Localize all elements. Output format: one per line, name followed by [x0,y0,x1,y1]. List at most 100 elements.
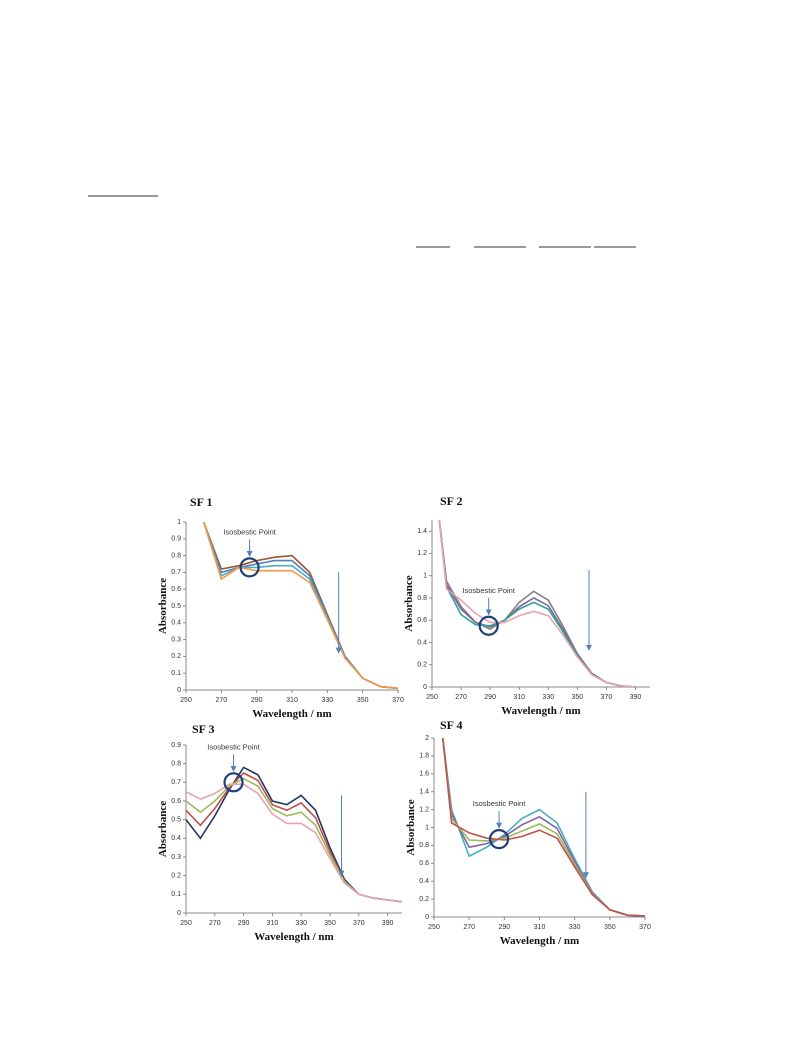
x-tick-label: 270 [215,697,227,704]
y-tick-label: 0.9 [171,742,181,749]
y-tick-label: 0.9 [171,536,181,543]
y-tick-label: 0 [423,684,427,691]
x-tick-label: 350 [324,920,336,927]
y-tick-label: 0.2 [171,653,181,660]
x-axis-label: Wavelength / nm [252,708,331,720]
x-tick-label: 390 [630,694,642,701]
x-tick-label: 350 [571,694,583,701]
chart-panel: 0 0.1 0.2 0.3 0.4 0.5 0.6 0.7 0.8 0.9 250 270 290 310… [157,722,402,943]
y-tick-label: 1 [177,519,181,526]
y-tick-label: 1.2 [417,550,427,557]
x-tick-label: 370 [392,697,404,704]
spectrum-line [442,738,645,917]
isosbestic-circle [223,772,244,793]
x-tick-label: 310 [513,694,525,701]
y-tick-label: 0.4 [171,620,181,627]
x-tick-label: 330 [569,924,581,931]
chart-title: SF 4 [440,718,463,732]
x-tick-label: 310 [534,924,546,931]
x-tick-label: 290 [238,920,250,927]
x-tick-label: 330 [542,694,554,701]
y-tick-label: 1.2 [419,806,429,813]
spectrum-line [442,738,645,917]
x-tick-label: 310 [267,920,279,927]
y-tick-label: 0 [425,914,429,921]
spectrum-line [202,522,398,690]
x-tick-label: 350 [357,697,369,704]
y-tick-label: 0 [177,910,181,917]
y-tick-label: 0.4 [417,639,427,646]
y-tick-label: 1 [425,824,429,831]
y-tick-label: 0.1 [171,670,181,677]
y-axis-label: Absorbance [157,801,169,857]
y-tick-label: 1.4 [417,528,427,535]
x-tick-label: 370 [601,694,613,701]
spectrum-line [186,783,402,903]
y-tick-label: 1.4 [419,789,429,796]
spectrum-line [438,520,636,687]
y-tick-label: 1 [423,573,427,580]
x-tick-label: 390 [382,920,394,927]
x-axis-label: Wavelength / nm [500,935,579,947]
x-tick-label: 290 [498,924,510,931]
x-tick-label: 350 [604,924,616,931]
y-tick-label: 2 [425,735,429,742]
x-tick-label: 330 [295,920,307,927]
y-tick-label: 0.5 [171,817,181,824]
y-tick-label: 0.8 [171,761,181,768]
chart-title: SF 2 [440,494,463,508]
spectrum-line [202,522,398,690]
y-tick-label: 0.7 [171,569,181,576]
x-tick-label: 310 [286,697,298,704]
y-tick-label: 0.4 [419,878,429,885]
annotation: Isosbestic Point [223,527,276,536]
x-tick-label: 370 [353,920,365,927]
y-tick-label: 0.8 [171,552,181,559]
y-tick-label: 0.3 [171,636,181,643]
isosbestic-circle [488,829,510,850]
x-tick-label: 250 [428,924,440,931]
x-axis-label: Wavelength / nm [501,705,580,717]
y-axis-label: Absorbance [405,799,417,855]
chart-panel: 0 0.1 0.2 0.3 0.4 0.5 0.6 0.7 0.8 0.9 1 250 270 290 31… [157,495,404,720]
x-tick-label: 370 [639,924,651,931]
spectrum-line [202,522,398,690]
spectrum-line [186,766,402,903]
y-axis-label: Absorbance [157,578,169,634]
rules [88,195,636,248]
spectrum-line [438,520,636,687]
isosbestic-circle [478,615,499,636]
x-tick-label: 290 [484,694,496,701]
spectrum-line [186,772,402,903]
y-tick-label: 0.3 [171,854,181,861]
chart-title: SF 3 [192,722,215,736]
x-tick-label: 250 [180,920,192,927]
x-axis-label: Wavelength / nm [254,931,333,943]
spectrum-line [202,522,398,690]
y-tick-label: 0.6 [419,860,429,867]
y-tick-label: 0.2 [419,896,429,903]
y-tick-label: 0 [177,687,181,694]
chart-title: SF 1 [190,495,213,509]
annotation: Isosbestic Point [473,799,526,808]
isosbestic-circle [239,557,260,578]
annotation: Isosbestic Point [207,742,260,751]
annotation: Isosbestic Point [462,586,515,595]
x-tick-label: 330 [321,697,333,704]
x-tick-label: 270 [209,920,221,927]
y-tick-label: 0.6 [171,798,181,805]
y-tick-label: 0.8 [419,842,429,849]
x-tick-label: 270 [455,694,467,701]
y-axis-label: Absorbance [403,575,415,631]
chart-panel: 0 0.2 0.4 0.6 0.8 1 1.2 1.4 250 270 290 310 330 350 37… [403,494,650,717]
y-tick-label: 1.6 [419,771,429,778]
x-tick-label: 290 [251,697,263,704]
x-tick-label: 250 [180,697,192,704]
y-tick-label: 0.6 [417,617,427,624]
chart-panel: 0 0.2 0.4 0.6 0.8 1 1.2 1.4 1.6 1.8 2 250 270 290 310 3… [405,718,651,947]
y-tick-label: 1.8 [419,753,429,760]
y-tick-label: 0.5 [171,603,181,610]
y-tick-label: 0.2 [171,873,181,880]
x-tick-label: 270 [463,924,475,931]
